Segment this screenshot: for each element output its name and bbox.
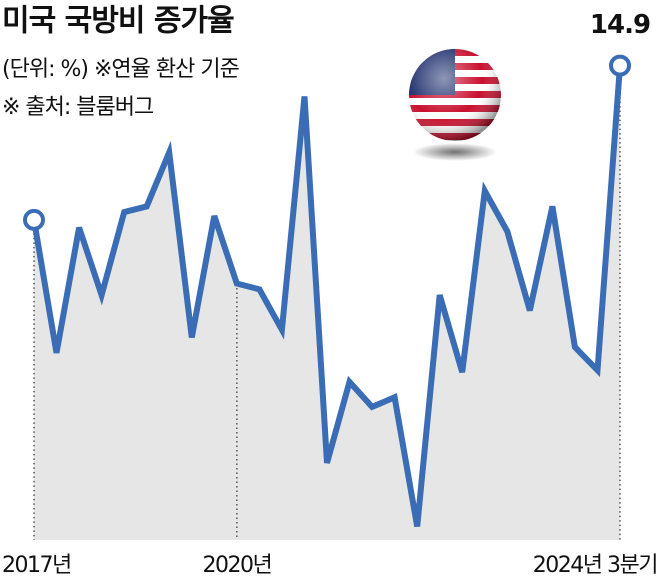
x-tick-label: 2020년 [202,553,271,578]
area [34,65,620,540]
source: ※ 출처: 블룸버그 [2,95,154,120]
line [31,65,623,528]
subtitle: (단위: %) ※연율 환산 기준 [2,57,240,82]
point-marker [23,208,45,231]
point-marker [609,54,631,77]
x-tick-label: 2017년 [2,553,71,578]
flag-icon [409,49,501,161]
chart-title: 미국 국방비 증가율 [2,4,234,39]
value-label: 14.9 [590,10,650,40]
plot [23,54,631,540]
x-tick-label: 2024년 3분기 [533,553,657,578]
